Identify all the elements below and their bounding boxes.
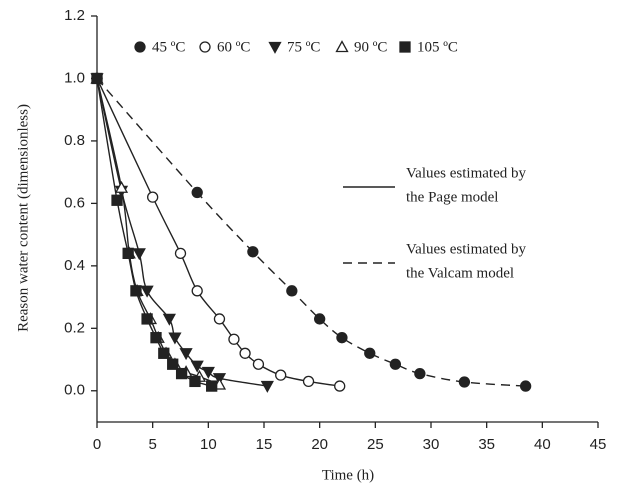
fit-line (96, 78, 268, 387)
point (111, 194, 123, 206)
y-tick-label: 0.4 (64, 257, 85, 274)
x-tick-label: 10 (200, 436, 217, 453)
legend-marker (134, 41, 146, 53)
x-tick-label: 15 (256, 436, 273, 453)
point (458, 376, 471, 388)
point (334, 380, 346, 392)
point (167, 358, 179, 370)
x-tick-label: 25 (367, 436, 384, 453)
legend-text: the Page model (406, 189, 498, 205)
point (247, 246, 259, 258)
y-tick-label: 0.2 (64, 319, 85, 336)
point (286, 285, 298, 297)
legend-marker (268, 41, 282, 54)
y-tick-label: 0.8 (64, 132, 85, 149)
x-tick-label: 35 (478, 436, 495, 453)
point (130, 285, 142, 297)
point (239, 347, 251, 359)
point (174, 247, 187, 260)
fit-line (96, 77, 526, 387)
legend-text: Values estimated by (406, 241, 526, 257)
point (140, 285, 154, 298)
point (519, 380, 532, 392)
point (190, 360, 204, 373)
point (228, 333, 240, 345)
point (260, 380, 274, 393)
point (91, 72, 103, 85)
point (162, 313, 176, 326)
point (314, 313, 326, 325)
y-tick-label: 0.6 (64, 194, 85, 211)
x-tick-label: 0 (93, 436, 101, 453)
legend-text: Values estimated by (406, 165, 526, 181)
point (191, 285, 203, 297)
legend-text: the Valcam model (406, 265, 514, 281)
legend-marker (335, 40, 349, 53)
legend-label: 105 ºC (417, 39, 458, 55)
point (206, 380, 218, 392)
legend-label: 60 ºC (217, 39, 250, 55)
point (122, 247, 134, 260)
legend-marker (199, 41, 211, 53)
point (252, 358, 265, 370)
y-tick-label: 1.2 (64, 7, 85, 24)
legend-label: 90 ºC (354, 39, 387, 55)
point (364, 347, 376, 359)
y-tick-label: 0.0 (64, 382, 85, 399)
point (114, 180, 129, 193)
y-axis-label: Reason water content (dimensionless) (15, 104, 31, 332)
point (201, 366, 215, 379)
point (141, 313, 153, 325)
legend-label: 75 ºC (287, 39, 320, 55)
point (213, 313, 226, 325)
point (414, 367, 426, 380)
y-tick-label: 1.0 (64, 69, 85, 86)
point (147, 191, 159, 203)
point (175, 367, 188, 380)
point (275, 369, 287, 381)
x-tick-label: 5 (148, 436, 156, 453)
x-axis-label: Time (h) (322, 467, 374, 483)
point (179, 348, 193, 361)
point (189, 375, 201, 388)
point (389, 358, 402, 370)
point (150, 332, 162, 344)
point (168, 332, 182, 345)
legend-label: 45 ºC (152, 39, 185, 55)
point (336, 332, 348, 344)
point (132, 248, 146, 261)
x-tick-label: 40 (534, 436, 551, 453)
x-tick-label: 30 (423, 436, 440, 453)
legend-marker (399, 41, 411, 53)
x-tick-label: 20 (311, 436, 328, 453)
point (191, 186, 203, 199)
point (158, 347, 170, 359)
point (302, 375, 315, 388)
x-tick-label: 45 (590, 436, 607, 453)
